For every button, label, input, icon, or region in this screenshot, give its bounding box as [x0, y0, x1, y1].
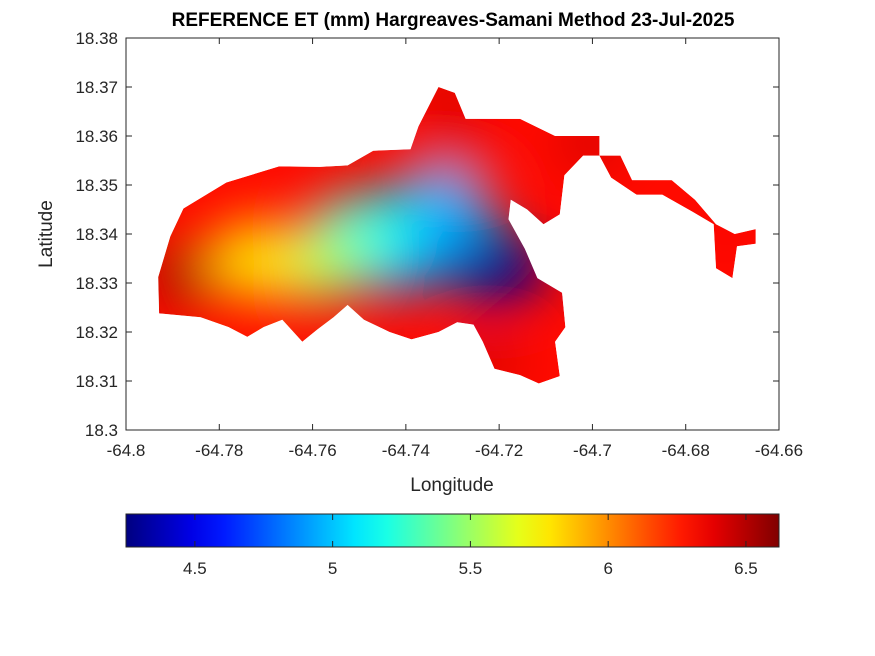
field-blob	[443, 228, 546, 305]
et-field	[158, 87, 756, 384]
x-tick-label: -64.8	[107, 441, 146, 460]
field-blob	[421, 122, 492, 175]
y-tick-label: 18.34	[75, 225, 118, 244]
x-tick-label: -64.74	[382, 441, 430, 460]
field-blob	[428, 87, 466, 105]
colorbar-box	[125, 513, 780, 548]
x-tick-label: -64.76	[288, 441, 336, 460]
y-tick-label: 18.32	[75, 323, 118, 342]
y-tick-label: 18.37	[75, 78, 118, 97]
x-ticks: -64.8 -64.78 -64.76 -64.74 -64.72 -64.7 -64.68…	[107, 38, 803, 460]
colorbar-gradient	[126, 514, 779, 547]
y-tick-label: 18.3	[85, 421, 118, 440]
y-tick-label: 18.31	[75, 372, 118, 391]
colorbar-tick-label: 5.5	[459, 559, 483, 578]
x-tick-label: -64.78	[195, 441, 243, 460]
field-blob	[204, 221, 313, 301]
x-axis-label: Longitude	[410, 475, 493, 496]
chart-title: REFERENCE ET (mm) Hargreaves-Samani Meth…	[172, 10, 735, 31]
y-ticks: 18.3 18.31 18.32 18.33 18.34 18.35 18.36 18.37 1…	[75, 29, 779, 440]
plot-area: -64.8 -64.78 -64.76 -64.74 -64.72 -64.7 -64.68…	[75, 29, 803, 460]
colorbar-tick-label: 6	[603, 559, 612, 578]
y-tick-label: 18.33	[75, 274, 118, 293]
field-blobs	[158, 87, 750, 384]
y-tick-label: 18.36	[75, 127, 118, 146]
y-tick-label: 18.38	[75, 29, 118, 48]
x-tick-label: -64.72	[475, 441, 523, 460]
colorbar-tick-label: 6.5	[734, 559, 758, 578]
colorbar-tick-label: 4.5	[183, 559, 207, 578]
x-tick-label: -64.7	[573, 441, 612, 460]
y-tick-label: 18.35	[75, 176, 118, 195]
x-tick-label: -64.66	[755, 441, 803, 460]
colorbar-ticks: 4.5 5 5.5 6 6.5	[183, 514, 758, 578]
y-axis-label: Latitude	[36, 200, 57, 268]
colorbar-tick-label: 5	[328, 559, 337, 578]
x-tick-label: -64.68	[662, 441, 710, 460]
colorbar: 4.5 5 5.5 6 6.5	[125, 513, 780, 578]
